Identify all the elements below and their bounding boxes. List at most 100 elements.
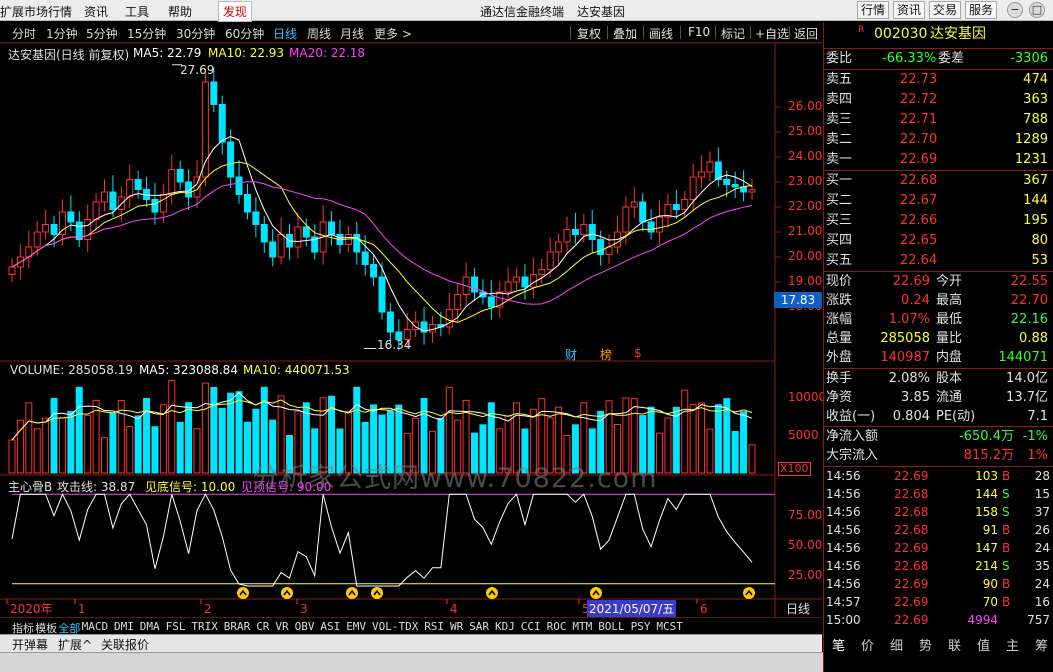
indicator-tab-brar[interactable]: BRAR [223, 620, 251, 633]
quote-button[interactable]: 行情 [857, 1, 890, 19]
back-button[interactable]: 返回 [794, 27, 819, 41]
indicator-scale-label: 50.00 [788, 538, 823, 552]
indicator-tab-mtm[interactable]: MTM [572, 620, 593, 633]
candle-body [597, 239, 605, 255]
expand-button[interactable]: 扩展^ [58, 638, 93, 652]
candle-body [235, 176, 243, 195]
indicator-tab-boll[interactable]: BOLL [598, 620, 625, 633]
volume-bar [42, 417, 50, 474]
volume-bar [302, 402, 310, 474]
finance-event-icon[interactable]: 财 [565, 348, 578, 362]
related-quote-tab[interactable]: 关联报价 [101, 638, 150, 652]
right-tab-5[interactable]: 值 [977, 639, 991, 654]
quote-value: 0.804 [892, 409, 930, 424]
volume-bar [260, 386, 268, 474]
indicator-tab-trix[interactable]: TRIX [191, 620, 218, 633]
danmaku-toggle[interactable]: 开弹幕 [12, 638, 49, 652]
overlay-button[interactable]: 叠加 [613, 27, 638, 41]
volume-bar [656, 432, 663, 474]
candle-body [109, 191, 117, 210]
period-15min[interactable]: 15分钟 [127, 27, 167, 41]
indicator-tab-vol-tdx[interactable]: VOL-TDX [372, 620, 419, 633]
indicator-tab-rsi[interactable]: RSI [424, 620, 445, 633]
indicator-tab-roc[interactable]: ROC [546, 620, 567, 633]
menu-market[interactable]: 扩展市场行情 [0, 5, 73, 19]
volume-bar [386, 410, 394, 474]
indicator-tab-dmi[interactable]: DMI [114, 620, 134, 633]
tick-count: 35 [1034, 559, 1050, 573]
dividend-event-icon[interactable]: $ [634, 346, 642, 360]
right-tab-2[interactable]: 细 [890, 639, 904, 654]
right-tab-7[interactable]: 筹 [1035, 639, 1049, 654]
indicator-tab-kdj[interactable]: KDJ [495, 620, 515, 633]
menu-tools[interactable]: 工具 [125, 5, 150, 19]
indicator-tab-cci[interactable]: CCI [520, 620, 541, 633]
volume-bar [571, 424, 579, 474]
vol-ma10-legend: MA10: 440071.53 [243, 363, 350, 377]
quote-value: 140987 [880, 350, 930, 365]
period-60min[interactable]: 60分钟 [225, 27, 265, 41]
add-watchlist-button[interactable]: +自选 [755, 27, 790, 41]
indicator-tab-macd[interactable]: MACD [81, 620, 109, 633]
service-button[interactable]: 服务 [965, 1, 998, 19]
volume-bar [428, 430, 436, 474]
tick-row: 14:56 22.68 144 S 15 [826, 485, 1050, 503]
menu-news[interactable]: 资讯 [84, 5, 109, 19]
right-tab-3[interactable]: 势 [919, 639, 933, 654]
kline-chart[interactable]: 2020年 1 2 3 4 5 6 [0, 43, 822, 617]
mark-button[interactable]: 标记 [721, 27, 746, 41]
indicator-tab-指标[interactable]: 指标 [12, 622, 34, 635]
adjust-button[interactable]: 复权 [577, 27, 602, 41]
indicator-tab-cr[interactable]: CR [256, 620, 270, 633]
period-month[interactable]: 月线 [340, 27, 365, 41]
minimize-icon[interactable]: − [1007, 2, 1023, 18]
maximize-icon[interactable]: □ [1029, 2, 1045, 18]
right-tab-4[interactable]: 联 [948, 639, 962, 654]
indicator-tab-sar[interactable]: SAR [469, 620, 490, 633]
ask-volume: 363 [1023, 92, 1048, 107]
bottom-signal-arrow [592, 589, 600, 596]
indicator-tab-obv[interactable]: OBV [294, 620, 315, 633]
info-button[interactable]: 资讯 [893, 1, 926, 19]
draw-button[interactable]: 画线 [649, 27, 674, 41]
volume-bar [16, 419, 24, 474]
right-tab-6[interactable]: 主 [1006, 639, 1020, 654]
right-tab-0[interactable]: 笔 [832, 639, 846, 654]
volume-bar [25, 402, 33, 474]
volume-bar [328, 395, 336, 474]
indicator-tab-dma[interactable]: DMA [139, 620, 160, 633]
volume-ma10-line [11, 399, 753, 441]
indicator-tab-vr[interactable]: VR [275, 620, 289, 633]
stock-name: 达安基因 [930, 26, 986, 42]
ask-volume: 1231 [1014, 152, 1048, 167]
indicator-tab-fsl[interactable]: FSL [165, 620, 186, 633]
bottom-signal-arrow [239, 589, 247, 596]
bid-row: 买一 22.68 367 [826, 171, 1048, 190]
menu-help[interactable]: 帮助 [168, 5, 193, 19]
period-timeshare[interactable]: 分时 [12, 27, 37, 41]
indicator-tab-emv[interactable]: EMV [346, 620, 367, 633]
volume-bar [210, 386, 218, 474]
menu-discover[interactable]: 发现 [218, 1, 253, 22]
f10-button[interactable]: F10 [688, 25, 711, 39]
indicator-tab-psy[interactable]: PSY [630, 620, 651, 633]
right-tab-1[interactable]: 价 [861, 639, 875, 654]
period-30min[interactable]: 30分钟 [176, 27, 216, 41]
trade-button[interactable]: 交易 [929, 1, 962, 19]
attack-line-legend: 攻击线: 38.87 [57, 480, 136, 494]
period-week[interactable]: 周线 [307, 27, 332, 41]
period-1min[interactable]: 1分钟 [46, 27, 78, 41]
period-5min[interactable]: 5分钟 [86, 27, 118, 41]
indicator-tab-wr[interactable]: WR [450, 620, 464, 633]
tick-volume: 70 [982, 595, 998, 609]
period-day[interactable]: 日线 [273, 27, 298, 41]
indicator-tab-asi[interactable]: ASI [320, 620, 341, 633]
candle-body [117, 196, 125, 210]
indicator-tab-mcst[interactable]: MCST [656, 620, 683, 633]
indicator-tab-全部[interactable]: 全部 [58, 622, 81, 635]
billboard-event-icon[interactable]: 榜 [600, 348, 613, 362]
flow-value: 815.2万 [963, 448, 1014, 463]
quote-row: 涨幅 1.07% 最低 22.16 [826, 310, 1048, 329]
period-more[interactable]: 更多 > [374, 27, 412, 41]
indicator-tab-模板[interactable]: 模板 [35, 622, 58, 635]
